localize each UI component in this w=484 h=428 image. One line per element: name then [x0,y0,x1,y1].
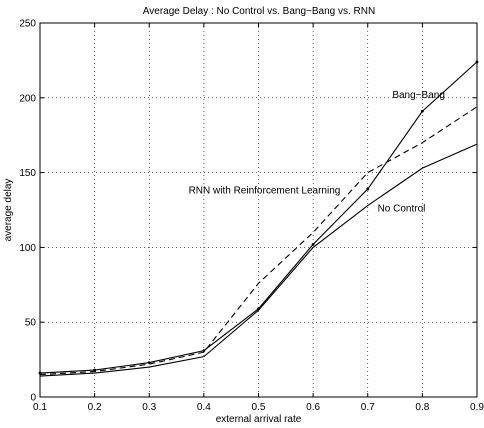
annotation-label: No Control [378,203,426,214]
chart-title: Average Delay : No Control vs. Bang−Bang… [143,6,375,17]
series-point-bang-bang [311,243,315,246]
y-tick-label: 250 [19,19,36,30]
x-tick-label: 0.9 [470,402,484,413]
y-tick-label: 50 [25,318,37,329]
x-axis-label: external arrival rate [216,414,302,425]
series-point-bang-bang [366,187,370,191]
annotations: Bang−Bang RNN with Reinforcement Learning… [189,90,445,215]
series-point-bang-bang [420,109,424,113]
series-line-no-control [39,143,478,377]
x-tick-label: 0.3 [142,402,156,413]
series-line-bang-bang [39,61,478,374]
x-tick-label: 0.8 [415,402,429,413]
grid [40,23,477,397]
y-tick-label: 0 [30,393,36,404]
x-tick-label: 0.5 [252,402,266,413]
x-tick-label: 0.4 [197,402,211,413]
y-tick-label: 200 [19,93,36,104]
x-tick-label: 0.2 [88,402,102,413]
series-point-bang-bang [475,60,479,64]
x-tick-label: 0.7 [361,402,375,413]
series-line-rnn-with-reinforcement-learning [39,106,478,376]
annotation-label: Bang−Bang [392,90,445,101]
series-group [38,60,479,377]
axis-ticks: 0.1 0.2 0.3 0.4 0.5 0.6 0.7 0.8 0.9 0 50 100 150 200 2… [19,19,484,414]
y-tick-label: 100 [19,243,36,254]
series-point-bang-bang [202,349,206,353]
y-axis-label: average delay [3,179,14,242]
x-tick-label: 0.6 [306,402,320,413]
series-point-bang-bang [93,368,97,372]
y-tick-label: 150 [19,168,36,179]
x-tick-label: 0.1 [33,402,47,413]
series-point-bang-bang [147,361,151,364]
series-point-bang-bang [38,371,42,375]
annotation-label: RNN with Reinforcement Learning [189,186,341,197]
